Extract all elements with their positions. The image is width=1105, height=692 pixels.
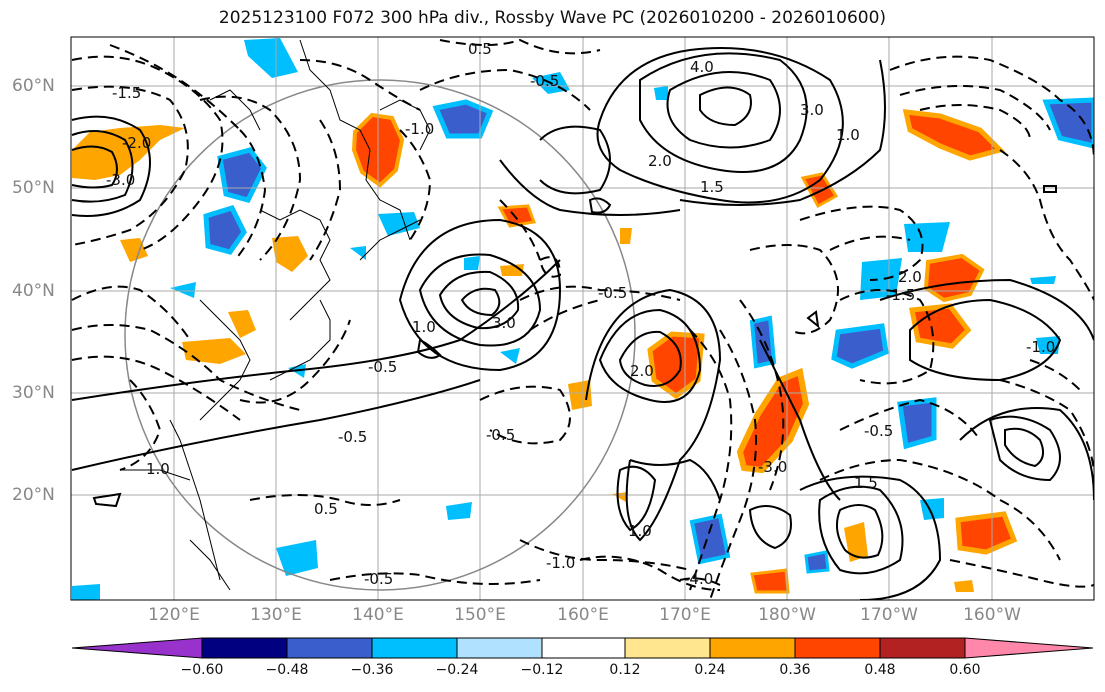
lat-label: 30°N xyxy=(12,383,55,403)
colorbar-label: 0.12 xyxy=(609,662,641,678)
lat-label: 50°N xyxy=(12,178,55,198)
contour-label: -2.0 xyxy=(122,134,151,152)
contour-label: 1.0 xyxy=(628,522,652,540)
lon-label: 120°E xyxy=(148,605,200,625)
colorbar-label: 0.24 xyxy=(694,662,726,678)
lon-label: 160°E xyxy=(557,605,609,625)
contour-label: 1.5 xyxy=(854,474,878,492)
colorbar-label: −0.12 xyxy=(520,662,564,678)
colorbar xyxy=(71,637,1094,659)
contour-label: -0.5 xyxy=(864,422,893,440)
reference-circle xyxy=(124,79,636,591)
colorbar-label: 0.48 xyxy=(864,662,896,678)
map-field: 4.0 3.0 1.0 2.0 1.5 0.5 -0.5 -1.0 -1.5 -… xyxy=(71,37,1094,600)
colorbar-segment xyxy=(624,637,711,659)
colorbar-segment xyxy=(879,637,966,659)
contour-label: -1.0 xyxy=(546,554,575,572)
contour-label: 1.0 xyxy=(836,126,860,144)
colorbar-segment xyxy=(541,637,626,659)
contour-label: -0.5 xyxy=(530,72,559,90)
colorbar-segment xyxy=(456,637,543,659)
contour-lines xyxy=(71,38,1094,600)
colorbar-label: −0.48 xyxy=(265,662,309,678)
contour-label: -4.0 xyxy=(684,570,713,588)
lat-label: 20°N xyxy=(12,485,55,505)
contour-label: 1.0 xyxy=(146,460,170,478)
contour-label: 2.0 xyxy=(648,152,672,170)
colorbar-label: 0.36 xyxy=(779,662,811,678)
contour-labels: 4.0 3.0 1.0 2.0 1.5 0.5 -0.5 -1.0 -1.5 -… xyxy=(106,40,1055,588)
lon-label: 140°E xyxy=(352,605,404,625)
colorbar-label: −0.60 xyxy=(180,662,224,678)
contour-label: 0.5 xyxy=(314,500,338,518)
colorbar-label: 0.60 xyxy=(949,662,981,678)
lat-label: 60°N xyxy=(12,76,55,96)
colorbar-segment xyxy=(286,637,373,659)
contour-label: 4.0 xyxy=(690,58,714,76)
graticule xyxy=(71,37,1094,600)
lon-label: 170°W xyxy=(860,605,918,625)
contour-label: 2.0 xyxy=(898,268,922,286)
contour-label: 2.0 xyxy=(630,362,654,380)
shading-layer xyxy=(72,38,1094,600)
colorbar-segment xyxy=(709,637,796,659)
contour-label: 3.0 xyxy=(492,314,516,332)
contour-label: -0.5 xyxy=(486,426,515,444)
contour-label: -3.0 xyxy=(106,171,135,189)
lon-label: 130°E xyxy=(250,605,302,625)
colorbar-segment xyxy=(794,637,881,659)
lon-label: 150°E xyxy=(454,605,506,625)
contour-label: -1.0 xyxy=(1026,338,1055,356)
contour-label: -1.0 xyxy=(405,120,434,138)
contour-label: -1.5 xyxy=(112,84,141,102)
colorbar-segment xyxy=(201,637,288,659)
contour-label: -0.5 xyxy=(364,570,393,588)
colorbar-segment xyxy=(964,637,1094,659)
lon-label: 170°E xyxy=(659,605,711,625)
contour-label: 0.5 xyxy=(468,40,492,58)
contour-label: 1.5 xyxy=(700,178,724,196)
colorbar-segment xyxy=(371,637,458,659)
colorbar-label: −0.24 xyxy=(435,662,479,678)
colorbar-label: −0.36 xyxy=(350,662,394,678)
contour-label: 3.0 xyxy=(800,101,824,119)
contour-label: 1.0 xyxy=(412,318,436,336)
lon-label: 160°W xyxy=(963,605,1021,625)
lon-label: 180°W xyxy=(758,605,816,625)
colorbar-segment xyxy=(71,637,203,659)
lat-label: 40°N xyxy=(12,281,55,301)
map-title: 2025123100 F072 300 hPa div., Rossby Wav… xyxy=(218,8,887,28)
map-frame xyxy=(70,36,1095,601)
contour-label: -0.5 xyxy=(338,428,367,446)
contour-label: -1.5 xyxy=(886,286,915,304)
contour-label: -3.0 xyxy=(758,458,787,476)
contour-label: -0.5 xyxy=(598,284,627,302)
contour-label: -0.5 xyxy=(368,358,397,376)
